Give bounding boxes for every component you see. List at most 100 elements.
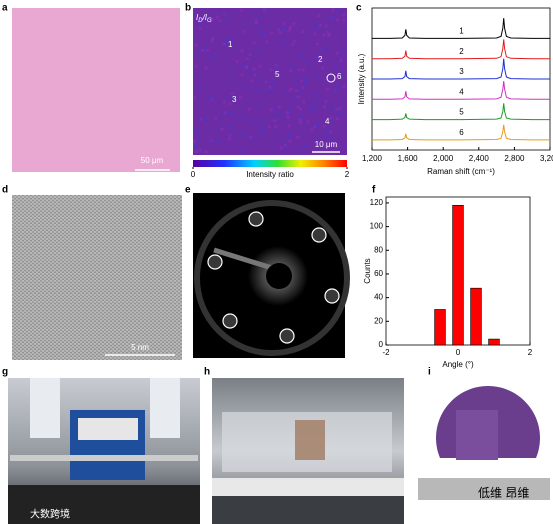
map-pixel (285, 146, 289, 150)
map-pixel (298, 118, 302, 122)
map-pixel (308, 104, 312, 108)
film (456, 410, 498, 460)
map-pixel (253, 137, 257, 141)
map-pixel (257, 14, 261, 18)
spectrum (372, 39, 550, 60)
map-pixel (299, 107, 303, 111)
map-pixel (242, 29, 246, 33)
map-pixel (222, 11, 226, 15)
map-pixel (327, 34, 331, 38)
map-pixel (264, 80, 268, 84)
y-tick-label: 100 (370, 222, 384, 231)
map-pixel (244, 103, 248, 107)
map-pixel (240, 49, 244, 53)
ruler (418, 478, 550, 500)
map-pixel (198, 27, 202, 31)
map-pixel (283, 143, 287, 147)
map-pixel (300, 115, 304, 119)
bar (470, 287, 482, 346)
furnace-photo (8, 378, 200, 524)
y-tick-label: 120 (370, 198, 384, 207)
spots (207, 211, 340, 344)
bar (488, 338, 500, 346)
x-tick-label: 1,600 (398, 154, 419, 163)
map-pixel (240, 8, 244, 12)
bench (8, 485, 200, 524)
y-tick-label: 20 (374, 316, 383, 325)
map-pixel (222, 42, 226, 46)
title-part: D (198, 18, 203, 24)
map-pixel (296, 105, 300, 109)
map-pixel (287, 89, 291, 93)
map-pixel (258, 64, 262, 68)
y-axis-label: Intensity (a.u.) (357, 53, 366, 104)
map-pixel (317, 14, 321, 18)
x-tick-label: 2,000 (433, 154, 454, 163)
map-pixel (262, 8, 266, 12)
map-pixel (204, 118, 208, 122)
map-pixel (301, 68, 305, 72)
spot (324, 288, 340, 304)
map-pixel (259, 118, 263, 122)
x-tick-label: 2,400 (469, 154, 490, 163)
map-title: ID/IG (196, 13, 212, 23)
map-pixel (287, 132, 291, 136)
watermark: 大数跨境 (30, 508, 70, 521)
map-pixel (283, 90, 287, 94)
map-pixel (342, 85, 346, 89)
map-pixel (254, 121, 258, 125)
spectrum (372, 124, 550, 141)
panel-label: f (372, 185, 376, 196)
map-pixel (303, 144, 307, 148)
map-pixel (281, 41, 285, 45)
map-pixel (326, 87, 330, 91)
map-pixel (211, 17, 215, 21)
point-label: 2 (318, 55, 323, 64)
map-pixel (331, 8, 335, 12)
map-pixel (224, 17, 228, 21)
scale-label: 10 μm (315, 140, 338, 149)
map-pixel (273, 115, 277, 119)
spot (207, 254, 223, 270)
title-part: I (196, 13, 199, 22)
map-pixel (230, 39, 234, 43)
map-pixel (249, 21, 253, 25)
map-pixel (314, 97, 318, 101)
map-pixel (301, 86, 305, 90)
marker-circle (326, 73, 336, 83)
spectrum (372, 80, 550, 100)
map-pixel (255, 21, 259, 25)
map-pixel (209, 20, 213, 24)
map-pixel (222, 100, 226, 104)
map-pixel (325, 131, 329, 135)
map-pixel (336, 18, 340, 22)
map-pixel (237, 116, 241, 120)
map-pixel (324, 100, 328, 104)
map-pixel (235, 60, 239, 64)
furnace-lid (78, 418, 138, 440)
map-pixel (267, 89, 271, 93)
map-pixel (193, 96, 197, 100)
x-axis-label: Raman shift (cm⁻¹) (427, 167, 495, 176)
spot (279, 328, 295, 344)
beam-stop (266, 263, 292, 289)
map-pixel (254, 86, 258, 90)
map-pixel (289, 87, 293, 91)
map-pixel (242, 84, 246, 88)
map-pixel (279, 138, 283, 142)
map-pixel (269, 108, 273, 112)
map-pixel (329, 130, 333, 134)
map-pixel (206, 16, 210, 20)
map-pixel (269, 68, 273, 72)
map-pixel (223, 111, 227, 115)
x-tick-label: -2 (382, 348, 390, 357)
map-pixel (204, 45, 208, 49)
map-pixel (248, 69, 252, 73)
map-pixel (208, 138, 212, 142)
map-pixel (257, 50, 261, 54)
map-pixel (326, 30, 330, 34)
map-pixel (201, 47, 205, 51)
map-pixel (204, 66, 208, 70)
map-pixel (315, 124, 319, 128)
map-pixel (290, 65, 294, 69)
